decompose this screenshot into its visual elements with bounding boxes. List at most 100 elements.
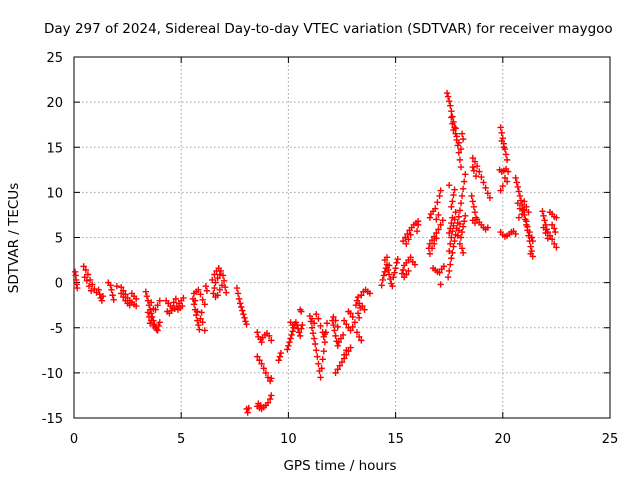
data-point — [516, 192, 524, 200]
data-point — [457, 145, 465, 153]
data-point — [107, 282, 114, 289]
data-point — [199, 319, 206, 326]
data-point — [521, 198, 528, 205]
y-axis-label: SDTVAR / TECUs — [6, 183, 22, 293]
x-tick-label: 5 — [177, 432, 185, 447]
data-point — [170, 299, 177, 306]
data-point — [340, 351, 348, 359]
data-point — [144, 309, 152, 316]
data-point — [515, 214, 523, 221]
data-point — [150, 322, 157, 330]
data-point — [332, 332, 339, 340]
data-point — [202, 283, 210, 290]
series-sv36 — [437, 281, 444, 288]
data-point — [214, 274, 221, 282]
data-point — [515, 188, 523, 195]
data-point — [501, 174, 509, 182]
data-point — [435, 226, 442, 233]
data-point — [540, 212, 547, 220]
data-point — [82, 266, 89, 274]
data-point — [443, 89, 451, 97]
data-point — [332, 317, 339, 324]
data-point — [469, 154, 476, 162]
data-point — [359, 302, 366, 310]
data-point — [330, 313, 337, 321]
data-point — [539, 208, 546, 215]
data-point — [145, 313, 153, 321]
data-point — [393, 259, 400, 266]
data-point — [217, 267, 225, 275]
data-point — [355, 314, 363, 322]
data-point — [353, 329, 361, 336]
data-point — [265, 332, 273, 340]
series-sv7 — [162, 294, 187, 317]
data-point — [471, 219, 479, 227]
series-sv17 — [296, 306, 305, 315]
data-point — [407, 231, 414, 238]
series-sv37 — [469, 154, 494, 201]
data-point — [117, 290, 125, 297]
data-point — [426, 214, 434, 221]
axis-ticks — [73, 56, 611, 419]
data-point — [480, 179, 487, 186]
data-point — [180, 294, 187, 302]
data-point — [284, 346, 291, 353]
data-point — [457, 234, 465, 241]
series-sv5 — [117, 283, 140, 310]
data-point — [310, 335, 318, 342]
data-point — [209, 276, 216, 284]
series-sv33 — [443, 89, 467, 171]
data-point — [89, 281, 96, 288]
data-point — [482, 184, 489, 192]
data-point — [403, 271, 410, 278]
data-point — [214, 292, 221, 299]
data-point — [319, 356, 326, 363]
y-tick-label: -15 — [42, 412, 63, 427]
series-sv44 — [539, 208, 560, 251]
data-point — [381, 268, 389, 275]
data-point — [541, 217, 548, 224]
data-point — [243, 320, 250, 328]
data-point — [432, 205, 439, 212]
data-point — [448, 107, 455, 115]
data-point — [156, 319, 163, 326]
data-point — [238, 303, 245, 311]
data-point — [211, 271, 218, 278]
data-point — [308, 324, 316, 331]
data-point — [190, 301, 198, 308]
data-point — [399, 266, 407, 274]
data-point — [156, 297, 163, 304]
data-point — [455, 139, 463, 146]
series-sv6 — [142, 288, 163, 334]
data-point — [500, 144, 508, 151]
y-tick-label: 20 — [46, 96, 63, 111]
data-point — [449, 198, 456, 205]
series-sv23 — [340, 308, 359, 334]
data-point — [194, 317, 201, 324]
data-point — [405, 236, 412, 243]
data-point — [347, 344, 354, 351]
data-point — [384, 266, 392, 274]
data-point — [455, 213, 463, 220]
data-point — [314, 353, 321, 360]
data-point — [355, 300, 363, 307]
series-sv32 — [429, 263, 448, 276]
data-point — [257, 402, 264, 409]
data-point — [266, 395, 274, 403]
data-point — [332, 369, 339, 377]
data-point — [553, 244, 560, 251]
data-point — [542, 229, 549, 237]
data-point — [334, 323, 341, 331]
data-point — [216, 271, 223, 278]
series-sv10 — [233, 284, 250, 328]
data-point — [74, 284, 81, 292]
data-point — [235, 295, 243, 303]
data-point — [526, 228, 533, 236]
series-sv35 — [454, 212, 469, 257]
data-point — [450, 191, 457, 199]
data-point — [379, 276, 386, 284]
data-point — [87, 287, 95, 294]
data-point — [219, 272, 227, 279]
data-point — [404, 230, 411, 238]
data-point — [358, 292, 365, 299]
